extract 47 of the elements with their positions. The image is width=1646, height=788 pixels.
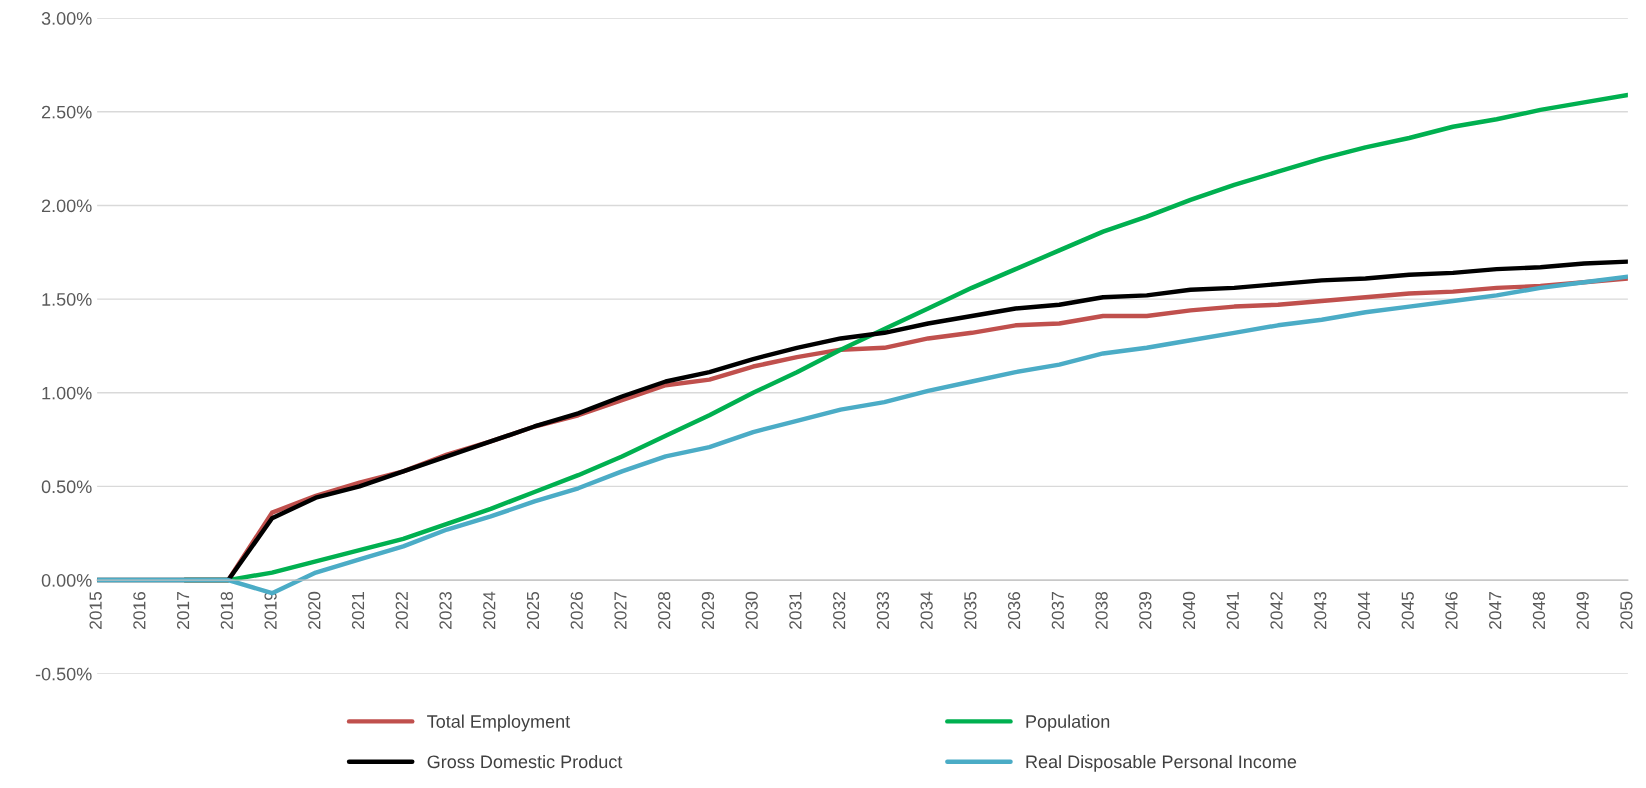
- x-tick-label: 2045: [1401, 591, 1414, 629]
- legend-label: Gross Domestic Product: [427, 754, 623, 769]
- x-tick-label: 2024: [483, 591, 496, 629]
- x-tick-label: 2022: [395, 592, 408, 629]
- x-tick-label: 2044: [1357, 591, 1371, 629]
- x-tick-label: 2041: [1226, 592, 1239, 629]
- x-tick-label: 2040: [1182, 591, 1196, 629]
- y-tick-label: 2.00%: [41, 199, 92, 213]
- x-tick-label: 2030: [745, 591, 758, 629]
- x-tick-label: 2028: [658, 591, 671, 629]
- x-tick-label: 2032: [833, 592, 846, 629]
- x-tick-label: 2048: [1532, 591, 1546, 629]
- x-tick-label: 2042: [1270, 592, 1283, 629]
- x-tick-label: 2049: [1576, 592, 1589, 629]
- y-tick-label: 0.50%: [41, 480, 92, 494]
- x-tick-label: 2026: [570, 591, 583, 629]
- y-tick-label: -0.50%: [35, 667, 92, 681]
- x-tick-label: 2031: [789, 592, 802, 629]
- x-tick-label: 2046: [1445, 591, 1458, 629]
- x-tick-label: 2039: [1139, 592, 1152, 629]
- y-tick-label: 3.00%: [41, 12, 92, 25]
- x-tick-label: 2050: [1620, 591, 1633, 629]
- x-tick-label: 2035: [964, 591, 977, 629]
- x-tick-label: 2037: [1051, 592, 1064, 629]
- legend-label: Total Employment: [427, 714, 571, 732]
- x-tick-label: 2043: [1314, 591, 1327, 629]
- y-tick-label: 1.50%: [42, 293, 92, 306]
- y-tick-label: 0.00%: [41, 574, 92, 587]
- x-tick-label: 2036: [1007, 591, 1021, 629]
- legend-label: Population: [1026, 714, 1110, 732]
- x-tick-label: 2017: [176, 592, 190, 629]
- x-tick-label: 2018: [220, 591, 233, 629]
- y-tick-label: 1.00%: [42, 386, 92, 400]
- x-tick-label: 2025: [526, 591, 540, 629]
- x-tick-label: 2015: [89, 591, 102, 629]
- x-tick-label: 2020: [308, 591, 321, 629]
- x-tick-label: 2021: [351, 592, 365, 629]
- x-tick-label: 2033: [876, 591, 890, 629]
- x-tick-label: 2016: [133, 591, 146, 629]
- legend-label: Real Disposable Personal Income: [1026, 754, 1297, 772]
- x-tick-label: 2038: [1095, 591, 1108, 629]
- x-tick-label: 2027: [614, 592, 627, 629]
- x-tick-label: 2047: [1489, 592, 1502, 629]
- x-tick-label: 2029: [701, 592, 715, 629]
- y-tick-label: 2.50%: [41, 105, 92, 119]
- x-tick-label: 2023: [439, 591, 452, 629]
- x-tick-label: 2034: [920, 591, 933, 629]
